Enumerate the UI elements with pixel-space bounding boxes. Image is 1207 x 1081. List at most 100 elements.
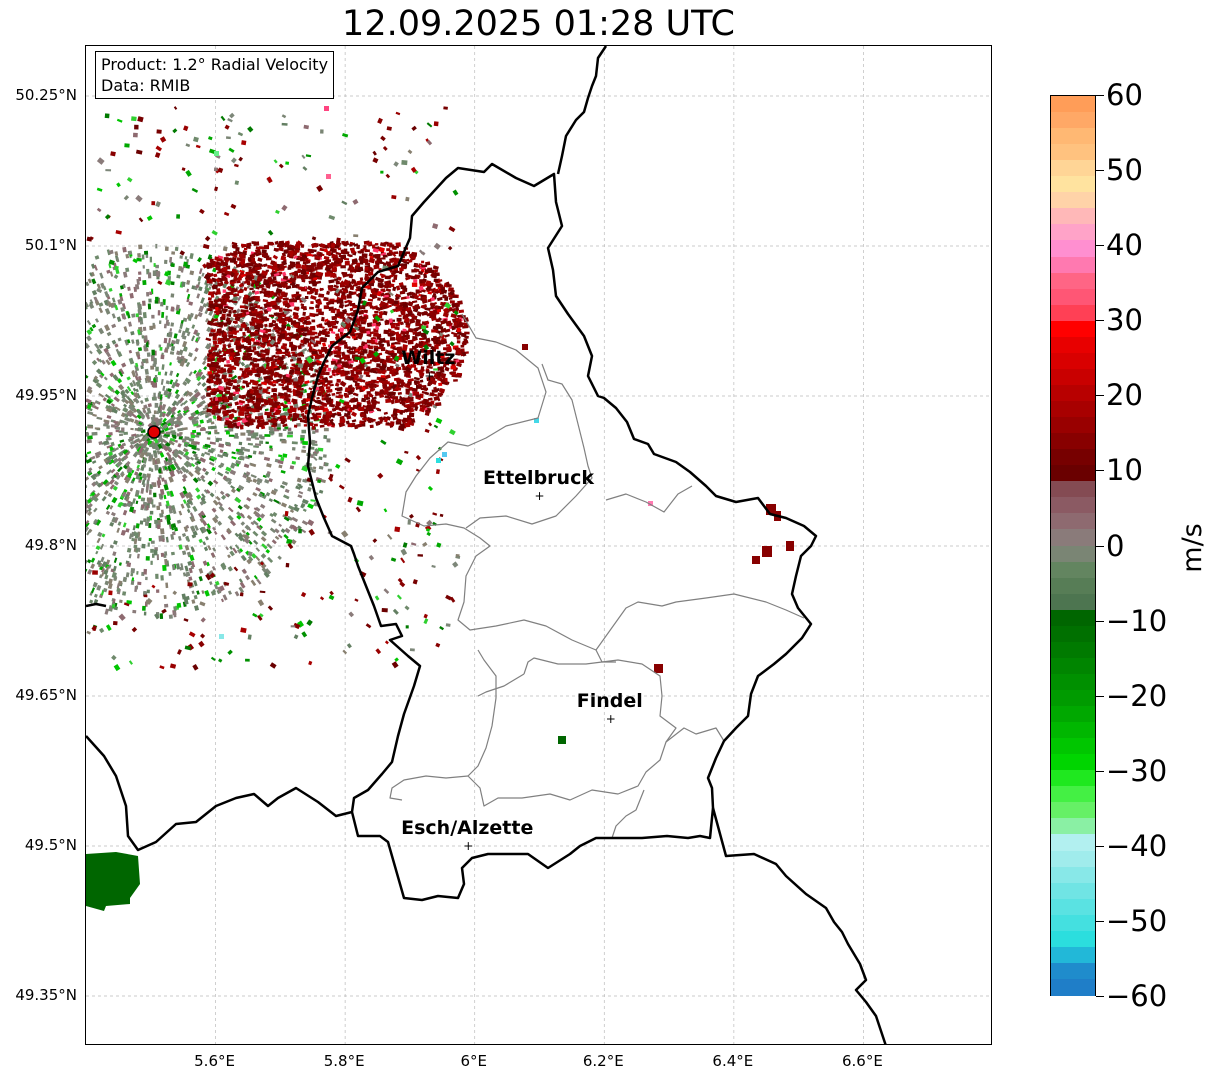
echo-cell [460, 344, 465, 348]
map-canvas[interactable]: ++++ [86, 46, 992, 1045]
echo-cell [376, 376, 381, 381]
echo-cell [148, 467, 152, 472]
echo-cell [413, 279, 418, 283]
echo-cell [90, 491, 96, 497]
echo-cell [406, 334, 410, 340]
echo-cell [135, 388, 139, 393]
echo-cell [145, 358, 149, 364]
echo-cell [193, 580, 198, 587]
echo-cell [208, 333, 213, 337]
echo-cell [259, 451, 265, 455]
echo-cell [130, 391, 135, 396]
echo-cell [281, 440, 287, 444]
echo-cell [395, 322, 400, 327]
echo-cell [428, 269, 434, 274]
echo-cell [157, 468, 162, 474]
echo-cell [238, 586, 245, 594]
echo-cell [118, 370, 124, 377]
echo-cell [320, 353, 325, 359]
echo-cell [462, 339, 469, 345]
echo-cell [126, 339, 131, 344]
echo-cell [101, 359, 106, 365]
echo-cell [159, 346, 163, 351]
echo-cell [362, 258, 369, 264]
echo-cell [200, 474, 206, 480]
echo-cell [132, 609, 137, 614]
echo-cell [122, 246, 127, 253]
echo-cell [309, 312, 316, 318]
echo-cell [135, 341, 140, 346]
echo-cell [273, 488, 279, 492]
echo-cell [256, 516, 262, 522]
echo-cell [169, 256, 173, 263]
echo-cell [278, 362, 284, 365]
echo-cell [142, 311, 147, 319]
echo-cell [458, 309, 465, 314]
echo-cell [151, 468, 154, 472]
echo-cell [130, 572, 134, 577]
echo-cell [129, 444, 135, 450]
echo-cell [330, 360, 337, 365]
echo-cell [178, 510, 183, 516]
echo-cell [405, 388, 410, 394]
echo-cell [189, 270, 195, 276]
echo-cell [302, 311, 306, 316]
echo-cell [90, 495, 96, 501]
echo-cell [86, 388, 93, 394]
echo-cell [130, 330, 135, 336]
echo-cell [335, 391, 342, 395]
echo-cell [147, 476, 150, 481]
echo-cell [427, 397, 433, 401]
echo-cell [169, 420, 176, 426]
echo-cell [91, 431, 98, 436]
echo-cell [209, 303, 214, 309]
echo-cell [131, 413, 138, 419]
echo-cell [175, 563, 181, 570]
echo-cell [236, 549, 242, 554]
echo-cell [98, 307, 104, 314]
echo-cell [402, 328, 407, 332]
echo-cell [176, 519, 182, 524]
echo-cell [138, 472, 143, 477]
echo-cell [244, 363, 250, 370]
echo-cell [224, 493, 230, 498]
echo-cell [105, 359, 111, 366]
echo-cell [316, 265, 323, 270]
echo-cell [270, 323, 274, 327]
echo-cell [256, 422, 264, 428]
echo-cell [96, 560, 102, 566]
echo-cell [377, 297, 381, 301]
echo-cell [198, 371, 204, 377]
echo-cell [112, 551, 117, 557]
echo-cell [296, 387, 302, 391]
echo-cell [162, 423, 169, 430]
echo-cell [133, 419, 140, 425]
echo-cell [366, 391, 371, 395]
echo-cell [338, 303, 345, 309]
echo-cell [139, 320, 144, 325]
echo-cell [363, 368, 368, 372]
echo-cell [297, 376, 302, 380]
echo-cell [210, 447, 216, 452]
radar-map[interactable]: + + + + [85, 45, 992, 1045]
echo-cell [314, 288, 319, 292]
echo-cell [143, 339, 147, 343]
echo-cell [256, 352, 262, 357]
echo-cell [253, 507, 258, 511]
echo-cell [130, 469, 135, 474]
echo-cell [118, 451, 124, 457]
echo-cell [116, 257, 120, 263]
echo-cell [205, 337, 212, 342]
echo-cell [88, 467, 93, 472]
echo-cell [122, 271, 128, 278]
echo-cell [421, 260, 425, 264]
echo-cell [165, 315, 168, 320]
echo-cell [137, 581, 142, 586]
echo-cell [261, 329, 266, 333]
echo-cell [97, 531, 103, 538]
echo-cell [141, 543, 146, 549]
echo-cell [234, 532, 240, 538]
echo-cell [87, 435, 93, 440]
map-title: 12.09.2025 01:28 UTC [342, 4, 735, 44]
echo-cell [181, 335, 187, 340]
